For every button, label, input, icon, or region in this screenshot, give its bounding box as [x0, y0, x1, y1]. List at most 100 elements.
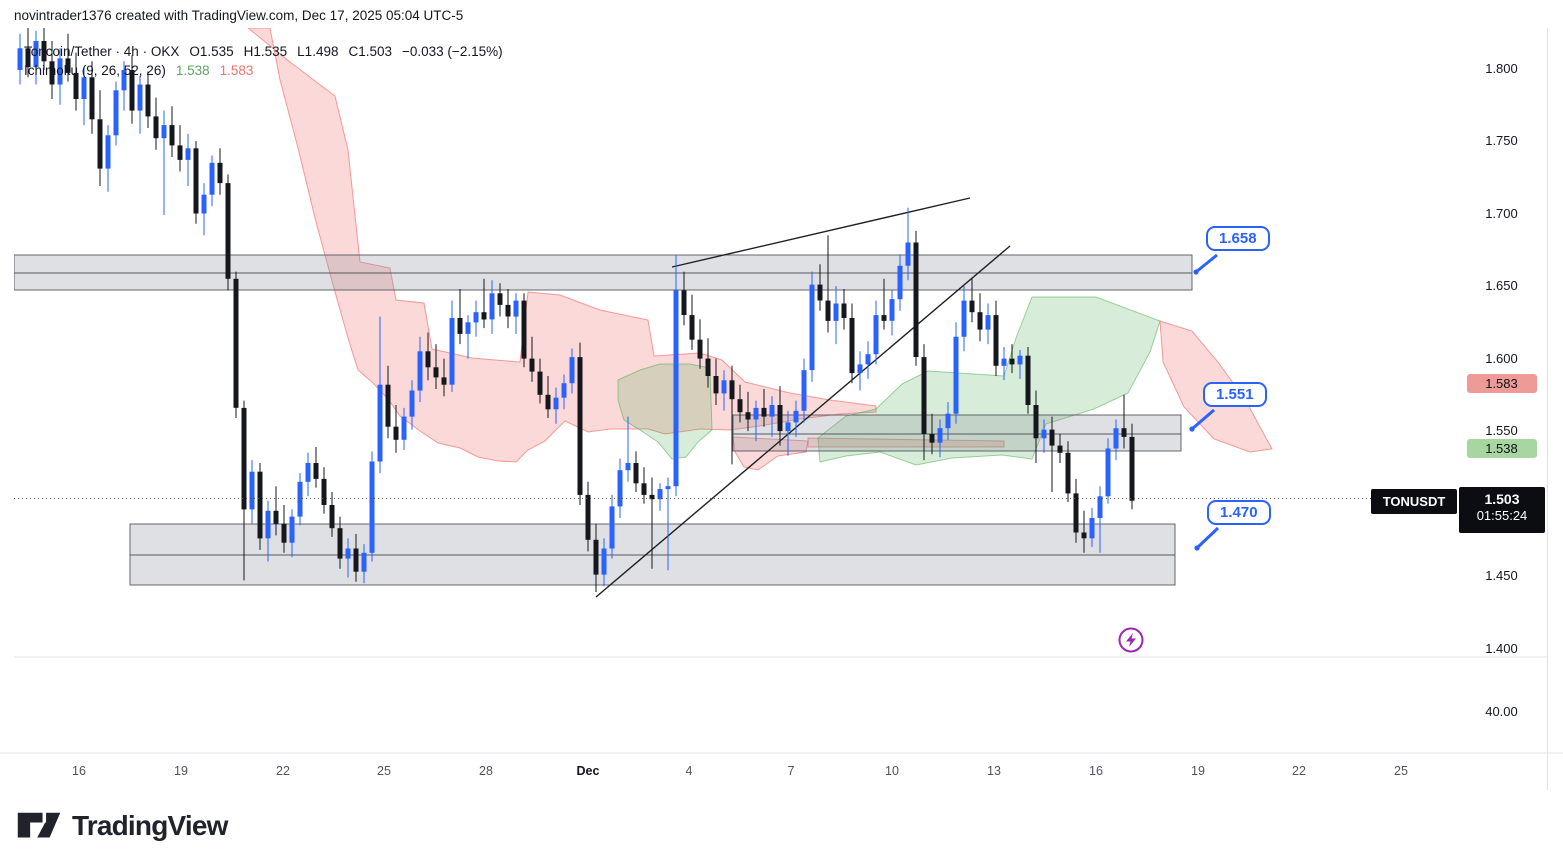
candle-body — [937, 428, 943, 443]
lightning-icon[interactable] — [1118, 627, 1144, 653]
candle-body — [129, 70, 135, 111]
candle-body — [25, 48, 31, 68]
candle-body — [433, 367, 439, 378]
candle-body — [705, 358, 711, 376]
candle-body — [113, 90, 119, 136]
ohlc-close: C1.503 — [348, 44, 393, 59]
time-axis-label: 16 — [1089, 764, 1103, 778]
candle-body — [297, 481, 303, 517]
candle-body — [33, 41, 39, 68]
candle-body — [657, 489, 663, 500]
candle-body — [593, 539, 599, 575]
candle-body — [641, 483, 647, 495]
candle-body — [1041, 429, 1047, 439]
callout-tail — [1195, 253, 1218, 274]
price-axis[interactable]: 1.800 1.750 1.700 1.650 1.600 1.550 1.450 1.400… — [1456, 0, 1547, 868]
candle-body — [489, 293, 495, 320]
candle-body — [313, 463, 319, 479]
indicator-name[interactable]: Ichimoku (9, 26, 52, 26) — [24, 63, 166, 78]
time-axis-label: 19 — [174, 764, 188, 778]
price-axis-label: 1.550 — [1485, 423, 1518, 438]
candle-body — [857, 364, 863, 374]
candle-body — [417, 351, 423, 391]
candle-body — [977, 312, 983, 330]
price-callout-1470[interactable]: 1.470 — [1207, 500, 1271, 525]
supply-demand-zone[interactable] — [14, 254, 1193, 291]
candle-body — [153, 116, 159, 139]
candle-body — [729, 380, 735, 400]
candle-body — [321, 478, 327, 505]
indicator-price-badge: 1.538 — [1466, 439, 1537, 458]
candle-body — [121, 70, 127, 91]
candle-body — [889, 299, 895, 321]
candle-body — [49, 61, 55, 85]
candle-body — [481, 312, 487, 320]
price-callout-1551[interactable]: 1.551 — [1203, 382, 1267, 407]
ohlc-open: O1.535 — [189, 44, 234, 59]
ichimoku-green-value: 1.538 — [175, 63, 210, 78]
candle-body — [1033, 405, 1039, 439]
ichimoku-cloud-bullish — [817, 296, 1161, 466]
candle-body — [953, 336, 959, 414]
last-price-badge: 1.503 01:55:24 — [1459, 487, 1545, 533]
candle-body — [1113, 428, 1119, 449]
price-axis-label: 1.700 — [1485, 206, 1518, 221]
callout-anchor-dot — [1189, 426, 1195, 432]
time-axis-label: Dec — [576, 764, 600, 778]
candle-body — [289, 516, 295, 543]
candle-body — [233, 278, 239, 408]
candle-body — [65, 58, 71, 73]
candle-body — [17, 48, 23, 70]
candle-body — [1081, 532, 1087, 539]
candle-body — [185, 148, 191, 160]
candle-body — [913, 242, 919, 357]
candle-body — [1049, 429, 1055, 446]
candle-body — [785, 422, 791, 432]
price-axis-label: 1.800 — [1485, 61, 1518, 76]
tradingview-logo-text: TradingView — [72, 810, 228, 841]
candle-body — [393, 426, 399, 440]
candle-body — [457, 318, 463, 334]
candle-body — [425, 351, 431, 368]
candle-body — [273, 510, 279, 524]
callout-tail — [1191, 408, 1215, 431]
time-axis-label: 16 — [72, 764, 86, 778]
candle-body — [993, 315, 999, 366]
price-axis-label: 1.400 — [1485, 641, 1518, 656]
symbol-legend-row[interactable]: Toncoin/Tether · 4h · OKX O1.535 H1.535 … — [24, 44, 503, 63]
candle-body — [633, 463, 639, 484]
candle-body — [769, 405, 775, 417]
candle-body — [441, 377, 447, 385]
candle-body — [473, 312, 479, 323]
candle-body — [817, 284, 823, 301]
candle-body — [625, 463, 631, 471]
candle-body — [873, 315, 879, 355]
candle-body — [793, 410, 799, 423]
trendline[interactable] — [595, 245, 1011, 598]
candle-body — [545, 394, 551, 410]
candle-body — [825, 300, 831, 321]
plot-area[interactable] — [14, 28, 1371, 598]
candle-body — [1129, 436, 1135, 501]
price-axis-label: 1.650 — [1485, 278, 1518, 293]
trendline[interactable] — [671, 197, 971, 268]
symbol-title[interactable]: Toncoin/Tether · 4h · OKX — [24, 44, 180, 59]
candle-body — [1057, 445, 1063, 453]
symbol-price-label: TONUSDT — [1371, 489, 1457, 514]
indicator-legend-row[interactable]: Ichimoku (9, 26, 52, 26) 1.538 1.583 — [24, 63, 503, 82]
candle-body — [73, 72, 79, 99]
tradingview-logo[interactable]: TradingView — [16, 810, 228, 842]
bar-countdown: 01:55:24 — [1476, 508, 1528, 523]
candle-body — [577, 357, 583, 495]
candle-body — [761, 407, 767, 417]
supply-demand-zone[interactable] — [732, 414, 1182, 452]
price-axis-label: 1.600 — [1485, 351, 1518, 366]
candle-body — [1065, 452, 1071, 494]
candle-body — [921, 357, 927, 434]
price-callout-1658[interactable]: 1.658 — [1206, 226, 1270, 251]
candle-body — [601, 548, 607, 575]
candle-body — [265, 510, 271, 539]
candle-body — [689, 315, 695, 340]
candle-body — [145, 84, 151, 117]
